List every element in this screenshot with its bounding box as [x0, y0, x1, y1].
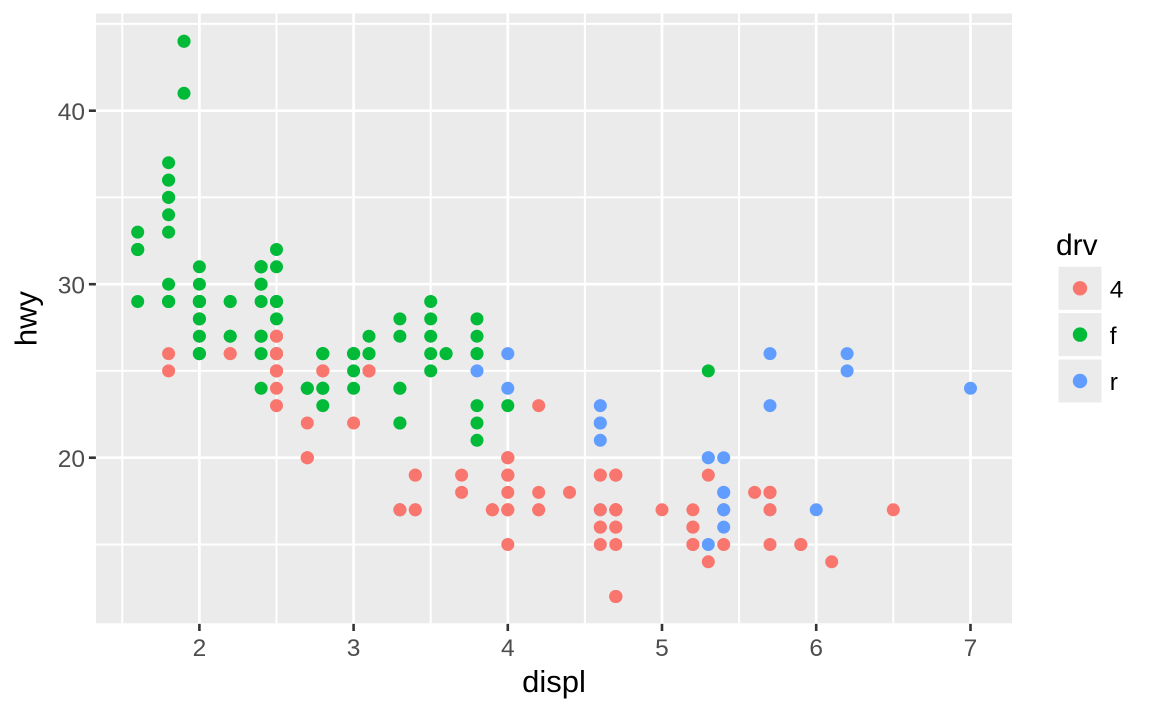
- svg-text:displ: displ: [522, 664, 586, 699]
- svg-text:4: 4: [1110, 277, 1124, 304]
- svg-text:4: 4: [501, 635, 515, 662]
- svg-text:r: r: [1110, 369, 1118, 396]
- svg-text:5: 5: [655, 635, 669, 662]
- svg-text:40: 40: [58, 99, 85, 126]
- svg-text:3: 3: [347, 635, 361, 662]
- svg-text:drv: drv: [1056, 229, 1098, 262]
- svg-text:30: 30: [58, 273, 85, 300]
- svg-text:20: 20: [58, 446, 85, 473]
- svg-text:2: 2: [193, 635, 207, 662]
- svg-text:f: f: [1110, 323, 1117, 350]
- svg-text:6: 6: [809, 635, 823, 662]
- svg-text:hwy: hwy: [9, 290, 44, 346]
- svg-text:7: 7: [964, 635, 978, 662]
